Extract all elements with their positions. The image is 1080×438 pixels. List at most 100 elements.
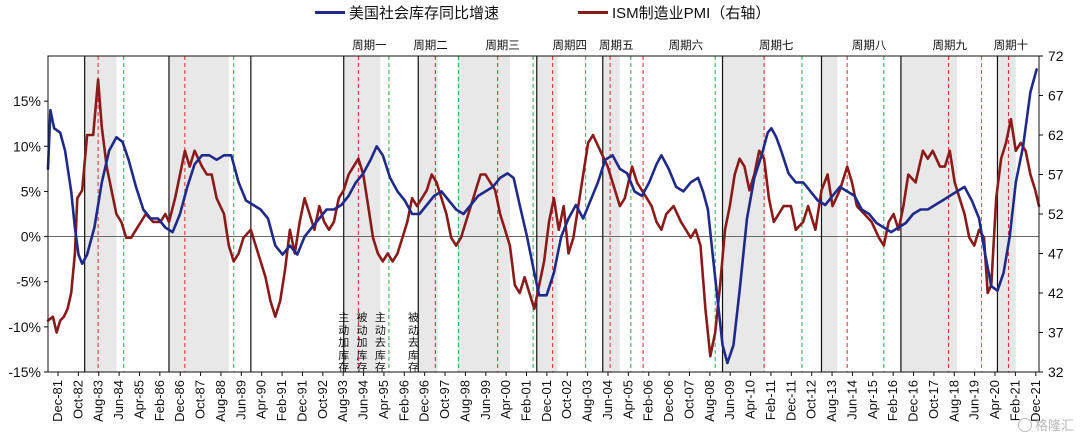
x-tick-label: Apr-10: [743, 380, 758, 419]
x-tick-label: Apr-95: [376, 380, 391, 419]
x-tick-label: Dec-06: [661, 380, 676, 422]
x-tick-label: Feb-06: [641, 380, 656, 421]
cycle-label: 周期八: [851, 40, 887, 52]
left-tick-label: 0%: [21, 229, 41, 245]
watermark-text: 格隆汇: [1034, 418, 1074, 433]
x-tick-label: Dec-11: [783, 380, 798, 421]
shaded-band: [168, 56, 229, 372]
legend-pmi-label: ISM制造业PMI（右轴）: [612, 5, 771, 22]
x-tick-label: Apr-85: [131, 380, 146, 419]
legend-inventory: 美国社会库存同比增速: [315, 2, 499, 23]
x-tick-label: Dec-01: [539, 380, 554, 422]
x-tick-label: Aug-88: [213, 380, 228, 422]
shaded-band: [821, 56, 838, 372]
x-tick-label: Aug-13: [824, 380, 839, 422]
x-tick-label: Oct-97: [437, 380, 452, 419]
x-tick-label: Feb-96: [396, 380, 411, 421]
x-tick-label: Apr-90: [254, 380, 269, 419]
active-restock-shading: [84, 56, 1016, 372]
x-tick-label: Jun-84: [111, 380, 126, 420]
cycle-label: 周期三: [485, 40, 520, 52]
left-tick-label: -15%: [8, 364, 41, 380]
x-tick-label: Dec-86: [172, 380, 187, 422]
phase-note: 被动去库存: [407, 312, 419, 374]
x-tick-label: Jun-89: [233, 380, 248, 420]
x-tick-label: Apr-05: [620, 380, 635, 419]
x-tick-label: Dec-16: [906, 380, 921, 422]
shaded-band: [997, 56, 1016, 372]
phase-note: 被动加库存: [356, 312, 368, 374]
shaded-band: [900, 56, 958, 372]
x-tick-label: Aug-08: [702, 380, 717, 422]
shaded-band: [457, 56, 510, 372]
right-tick-label: 42: [1048, 285, 1064, 301]
x-tick-label: Aug-98: [457, 380, 472, 422]
cycle-label: 周期十: [993, 40, 1029, 52]
shaded-band: [343, 56, 381, 372]
x-tick-label: Jun-94: [356, 380, 371, 420]
x-tick-label: Aug-83: [91, 380, 106, 422]
right-tick-label: 47: [1048, 246, 1064, 262]
watermark-logo-icon: [1017, 418, 1032, 432]
legend-inventory-label: 美国社会库存同比增速: [349, 5, 500, 22]
phase-note: 主动去库存: [374, 312, 386, 374]
watermark: 格隆汇: [1017, 415, 1074, 434]
cycle-divider-lines: [84, 56, 1009, 372]
right-tick-label: 57: [1048, 167, 1064, 183]
legend-inventory-swatch: [315, 11, 345, 14]
x-tick-label: Apr-20: [987, 380, 1002, 419]
right-tick-label: 62: [1048, 127, 1064, 143]
x-tick-label: Apr-15: [865, 380, 880, 419]
left-tick-label: -10%: [8, 319, 41, 335]
x-tick-label: Aug-03: [580, 380, 595, 422]
cycle-label: 周期二: [413, 40, 448, 52]
x-tick-label: Dec-21: [1028, 380, 1043, 422]
shaded-band: [602, 56, 620, 372]
x-tick-label: Dec-81: [50, 380, 65, 422]
x-tick-label: Jun-04: [600, 380, 615, 420]
right-tick-label: 67: [1048, 88, 1064, 104]
left-tick-label: 10%: [13, 138, 41, 154]
x-tick-label: Aug-18: [946, 380, 961, 422]
x-tick-label: Jun-99: [478, 380, 493, 420]
x-tick-label: Feb-21: [1007, 380, 1022, 421]
right-tick-label: 72: [1048, 48, 1064, 64]
x-tick-label: Oct-17: [926, 380, 941, 419]
x-tick-label: Dec-91: [294, 380, 309, 422]
x-tick-label: Feb-91: [274, 380, 289, 421]
right-tick-label: 37: [1048, 325, 1064, 341]
cycle-label: 周期六: [668, 40, 704, 52]
left-tick-label: 15%: [13, 93, 41, 109]
cycle-label: 周期五: [598, 40, 634, 52]
cycle-label: 周期七: [759, 40, 794, 52]
shaded-band: [722, 56, 766, 372]
legend-pmi-swatch: [578, 11, 608, 14]
axis-ticks: -15% -10% -5% 0% 5% 10% 15% 32 37 42 47 52 57 62 67 72 D…: [8, 48, 1063, 422]
x-tick-label: Oct-12: [804, 380, 819, 419]
series-lines: [46, 68, 1041, 365]
cycle-label: 周期九: [932, 40, 968, 52]
x-tick-label: Feb-16: [885, 380, 900, 421]
x-tick-label: Feb-86: [152, 380, 167, 421]
left-tick-label: 5%: [21, 183, 41, 199]
inventory-series-line: [46, 68, 1038, 365]
right-tick-label: 32: [1048, 364, 1064, 380]
left-tick-label: -5%: [16, 274, 41, 290]
x-tick-label: Oct-02: [559, 380, 574, 419]
x-tick-label: Feb-11: [763, 380, 778, 420]
shaded-band: [418, 56, 438, 372]
x-tick-label: Aug-93: [335, 380, 350, 422]
x-tick-label: Oct-82: [70, 380, 85, 419]
x-tick-label: Dec-96: [417, 380, 432, 422]
cycle-label: 周期四: [552, 40, 588, 52]
x-tick-label: Oct-87: [193, 380, 208, 419]
legend-pmi: ISM制造业PMI（右轴）: [578, 2, 770, 23]
right-tick-label: 52: [1048, 206, 1064, 222]
x-tick-label: Jun-09: [722, 380, 737, 420]
x-tick-label: Oct-92: [315, 380, 330, 419]
x-tick-label: Jun-19: [967, 380, 982, 420]
cycle-label: 周期一: [352, 40, 387, 52]
phase-note: 主动加库存: [338, 312, 350, 374]
x-tick-label: Jun-14: [844, 380, 859, 420]
